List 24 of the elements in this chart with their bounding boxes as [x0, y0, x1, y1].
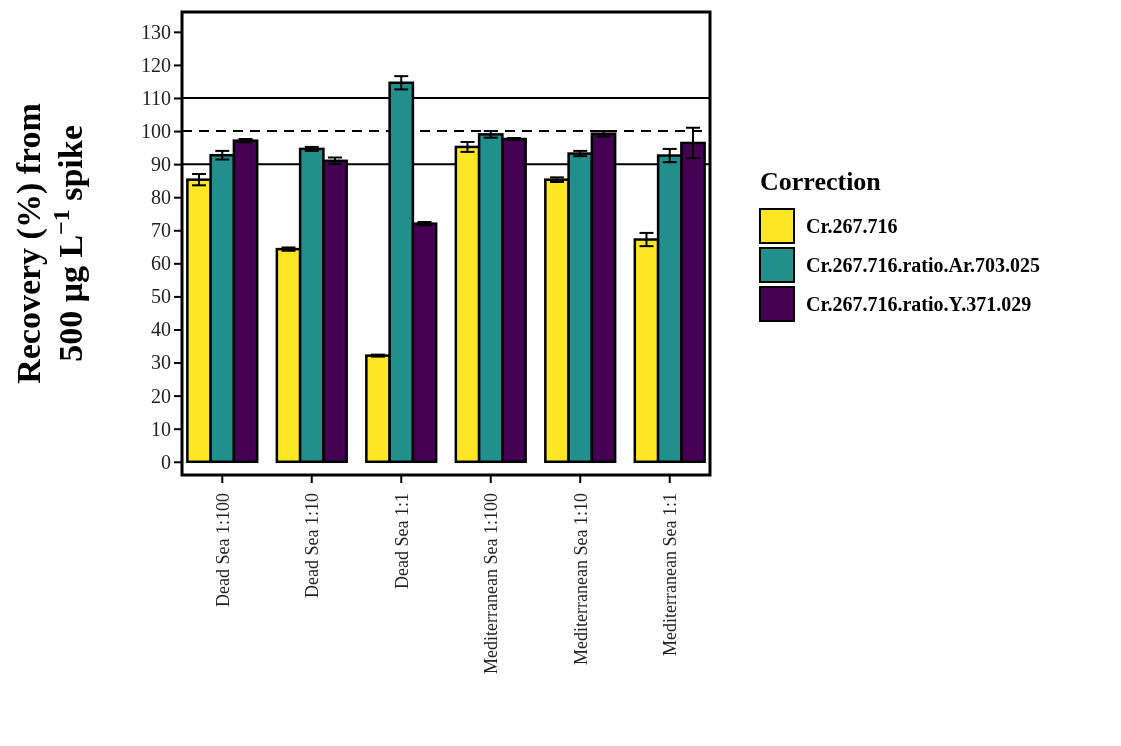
y-tick-label: 10 [151, 417, 171, 440]
x-tick-label: Mediterranean Sea 1:1 [660, 493, 681, 656]
y-tick-label: 110 [141, 86, 171, 109]
x-tick-label: Mediterranean Sea 1:100 [481, 493, 502, 674]
legend-label: Cr.267.716 [806, 215, 898, 237]
y-tick-label: 0 [161, 450, 171, 473]
y-tick-label: 130 [141, 20, 171, 43]
x-tick-label: Dead Sea 1:10 [302, 493, 323, 598]
y-tick-label: 100 [141, 119, 171, 142]
x-tick-label: Dead Sea 1:100 [212, 493, 233, 607]
legend-label: Cr.267.716.ratio.Ar.703.025 [806, 254, 1041, 276]
x-tick-label: Mediterranean Sea 1:10 [570, 493, 591, 665]
y-tick-label: 30 [151, 351, 171, 374]
y-tick-label: 50 [151, 285, 171, 308]
y-tick-label: 80 [151, 186, 171, 209]
y-tick-label: 40 [151, 318, 171, 341]
legend-title: Correction [760, 167, 882, 196]
y-tick-label: 20 [151, 384, 171, 407]
y-tick-label: 70 [151, 219, 171, 242]
y-tick-label: 120 [141, 53, 171, 76]
y-tick-label: 60 [151, 252, 171, 275]
y-tick-label: 90 [151, 153, 171, 176]
legend-label: Cr.267.716.ratio.Y.371.029 [806, 293, 1032, 315]
x-tick-label: Dead Sea 1:1 [391, 493, 412, 589]
